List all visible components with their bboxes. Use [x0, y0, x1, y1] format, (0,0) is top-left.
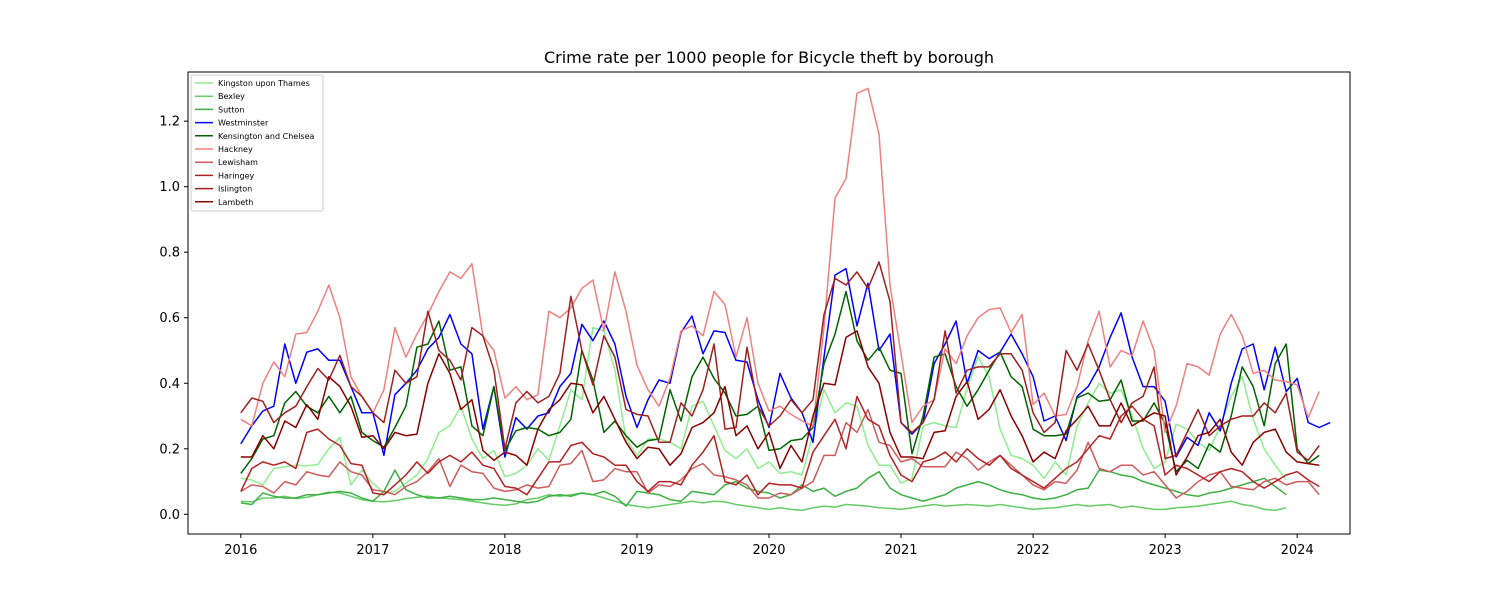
x-tick-label: 2019: [620, 543, 653, 558]
legend-label-bexley: Bexley: [218, 92, 245, 101]
series-group: [240, 87, 1331, 512]
x-tick-label: 2017: [356, 543, 389, 558]
x-tick-label: 2016: [224, 543, 257, 558]
legend: Kingston upon Thames Bexley Sutton Westmins…: [190, 74, 324, 212]
x-tick-label: 2022: [1017, 543, 1050, 558]
series-line-lambeth: [240, 330, 1320, 476]
series-line-westminster: [240, 267, 1331, 458]
series-line-kingston-upon-thames: [240, 326, 1287, 494]
legend-label-sutton: Sutton: [218, 105, 244, 114]
series-line-sutton: [240, 469, 1287, 507]
y-axis: 0.0 0.2 0.4 0.6 0.8 1.0 1.2: [159, 115, 188, 523]
legend-label-kensington-and-chelsea: Kensington and Chelsea: [218, 132, 315, 141]
series-line-hackney: [240, 87, 1320, 434]
x-tick-label: 2021: [884, 543, 917, 558]
legend-label-haringey: Haringey: [218, 171, 255, 180]
x-tick-label: 2024: [1281, 543, 1314, 558]
y-tick-label: 0.6: [159, 311, 180, 326]
x-tick-label: 2020: [752, 543, 785, 558]
y-tick-label: 0.2: [159, 442, 180, 457]
legend-label-lewisham: Lewisham: [218, 158, 258, 167]
series-line-bexley: [240, 491, 1287, 512]
y-tick-label: 0.4: [159, 377, 180, 392]
legend-label-islington: Islington: [218, 185, 252, 194]
legend-label-kingston-upon-thames: Kingston upon Thames: [218, 79, 310, 88]
series-line-kensington-and-chelsea: [240, 290, 1320, 474]
series-line-lewisham: [240, 408, 1320, 499]
series-line-islington: [240, 261, 1320, 462]
y-tick-label: 1.2: [159, 115, 180, 130]
legend-label-hackney: Hackney: [218, 145, 253, 154]
legend-label-lambeth: Lambeth: [218, 198, 253, 207]
legend-label-westminster: Westminster: [218, 119, 269, 128]
y-tick-label: 0.8: [159, 246, 180, 261]
x-tick-label: 2018: [488, 543, 521, 558]
x-axis: 2016 2017 2018 2019 2020 2021 2022 2023 2024: [224, 534, 1314, 558]
legend-items: Kingston upon Thames Bexley Sutton Westmins…: [195, 79, 315, 207]
chart-title: Crime rate per 1000 people for Bicycle t…: [544, 48, 994, 67]
y-tick-label: 1.0: [159, 180, 180, 195]
legend-box: [190, 74, 324, 212]
x-tick-label: 2023: [1149, 543, 1182, 558]
series-line-haringey: [240, 395, 1320, 496]
y-tick-label: 0.0: [159, 508, 180, 523]
